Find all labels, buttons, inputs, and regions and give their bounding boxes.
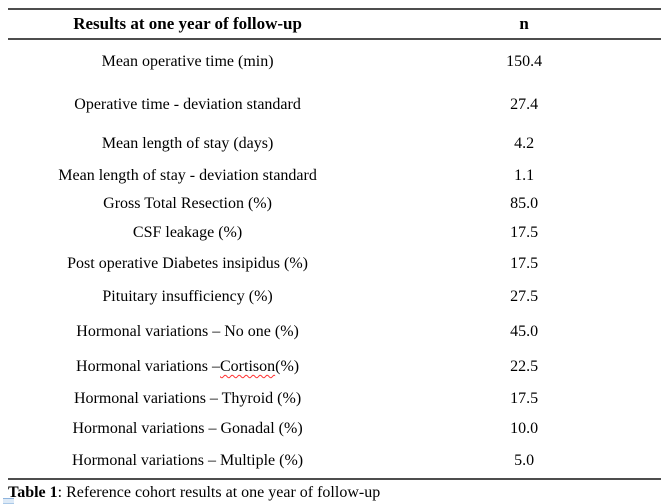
table-header-n: n	[519, 14, 529, 34]
row-value: 17.5	[510, 223, 539, 241]
row-label: Hormonal variations – Gonadal (%)	[72, 419, 303, 437]
row-value: 45.0	[510, 322, 539, 340]
row-value: 17.5	[510, 254, 539, 272]
row-label: CSF leakage (%)	[132, 223, 243, 241]
table-row: Pituitary insufficiency (%) 27.5	[8, 280, 661, 314]
row-value: 85.0	[510, 194, 539, 212]
table-row: Hormonal variations – Gonadal (%) 10.0	[8, 414, 661, 444]
row-value: 5.0	[514, 451, 535, 469]
table-row: Hormonal variations – No one (%) 45.0	[8, 314, 661, 350]
table-row: Post operative Diabetes insipidus (%) 17…	[8, 248, 661, 280]
row-label: Pituitary insufficiency (%)	[102, 287, 273, 305]
row-value: 10.0	[510, 419, 539, 437]
row-label: Hormonal variations – Cortison (%)	[76, 357, 300, 375]
table-row: Mean length of stay (days) 4.2	[8, 126, 661, 162]
row-label: Mean length of stay (days)	[101, 134, 274, 152]
table-row: CSF leakage (%) 17.5	[8, 218, 661, 248]
misspelled-word: Cortison	[220, 357, 276, 375]
row-label: Post operative Diabetes insipidus (%)	[67, 254, 308, 272]
row-value: 150.4	[506, 52, 543, 70]
row-label: Hormonal variations – Multiple (%)	[72, 451, 304, 469]
blue-selection-artifact	[3, 498, 14, 504]
table-row: Hormonal variations – Multiple (%) 5.0	[8, 444, 661, 478]
caption-table-number: Table 1	[8, 484, 58, 501]
table-row: Mean length of stay - deviation standard…	[8, 162, 661, 190]
row-value: 17.5	[510, 389, 539, 407]
caption-text: : Reference cohort results at one year o…	[57, 484, 381, 501]
row-value: 4.2	[514, 134, 535, 152]
row-value: 1.1	[514, 166, 535, 184]
row-label: Hormonal variations – No one (%)	[76, 322, 299, 340]
row-label: Gross Total Resection (%)	[103, 194, 272, 212]
row-label: Mean length of stay - deviation standard	[58, 166, 317, 184]
row-value: 22.5	[510, 357, 539, 375]
row-label: Hormonal variations – Thyroid (%)	[73, 389, 302, 407]
table-row: Mean operative time (min) 150.4	[8, 40, 661, 84]
row-label: Operative time - deviation standard	[74, 95, 301, 113]
table-row: Operative time - deviation standard 27.4	[8, 84, 661, 126]
table-caption: Table 1: Reference cohort results at one…	[8, 483, 661, 503]
table-header-results: Results at one year of follow-up	[73, 14, 302, 34]
table-row: Gross Total Resection (%) 85.0	[8, 190, 661, 218]
table-row: Hormonal variations – Thyroid (%) 17.5	[8, 384, 661, 414]
table-header-row: Results at one year of follow-up n	[8, 8, 661, 40]
table-body: Mean operative time (min) 150.4 Operativ…	[8, 40, 661, 480]
row-value: 27.5	[510, 287, 539, 305]
row-value: 27.4	[510, 95, 539, 113]
results-table: Results at one year of follow-up n Mean …	[8, 8, 661, 480]
table-row: Hormonal variations – Cortison (%) 22.5	[8, 350, 661, 384]
row-label: Mean operative time (min)	[101, 52, 274, 70]
